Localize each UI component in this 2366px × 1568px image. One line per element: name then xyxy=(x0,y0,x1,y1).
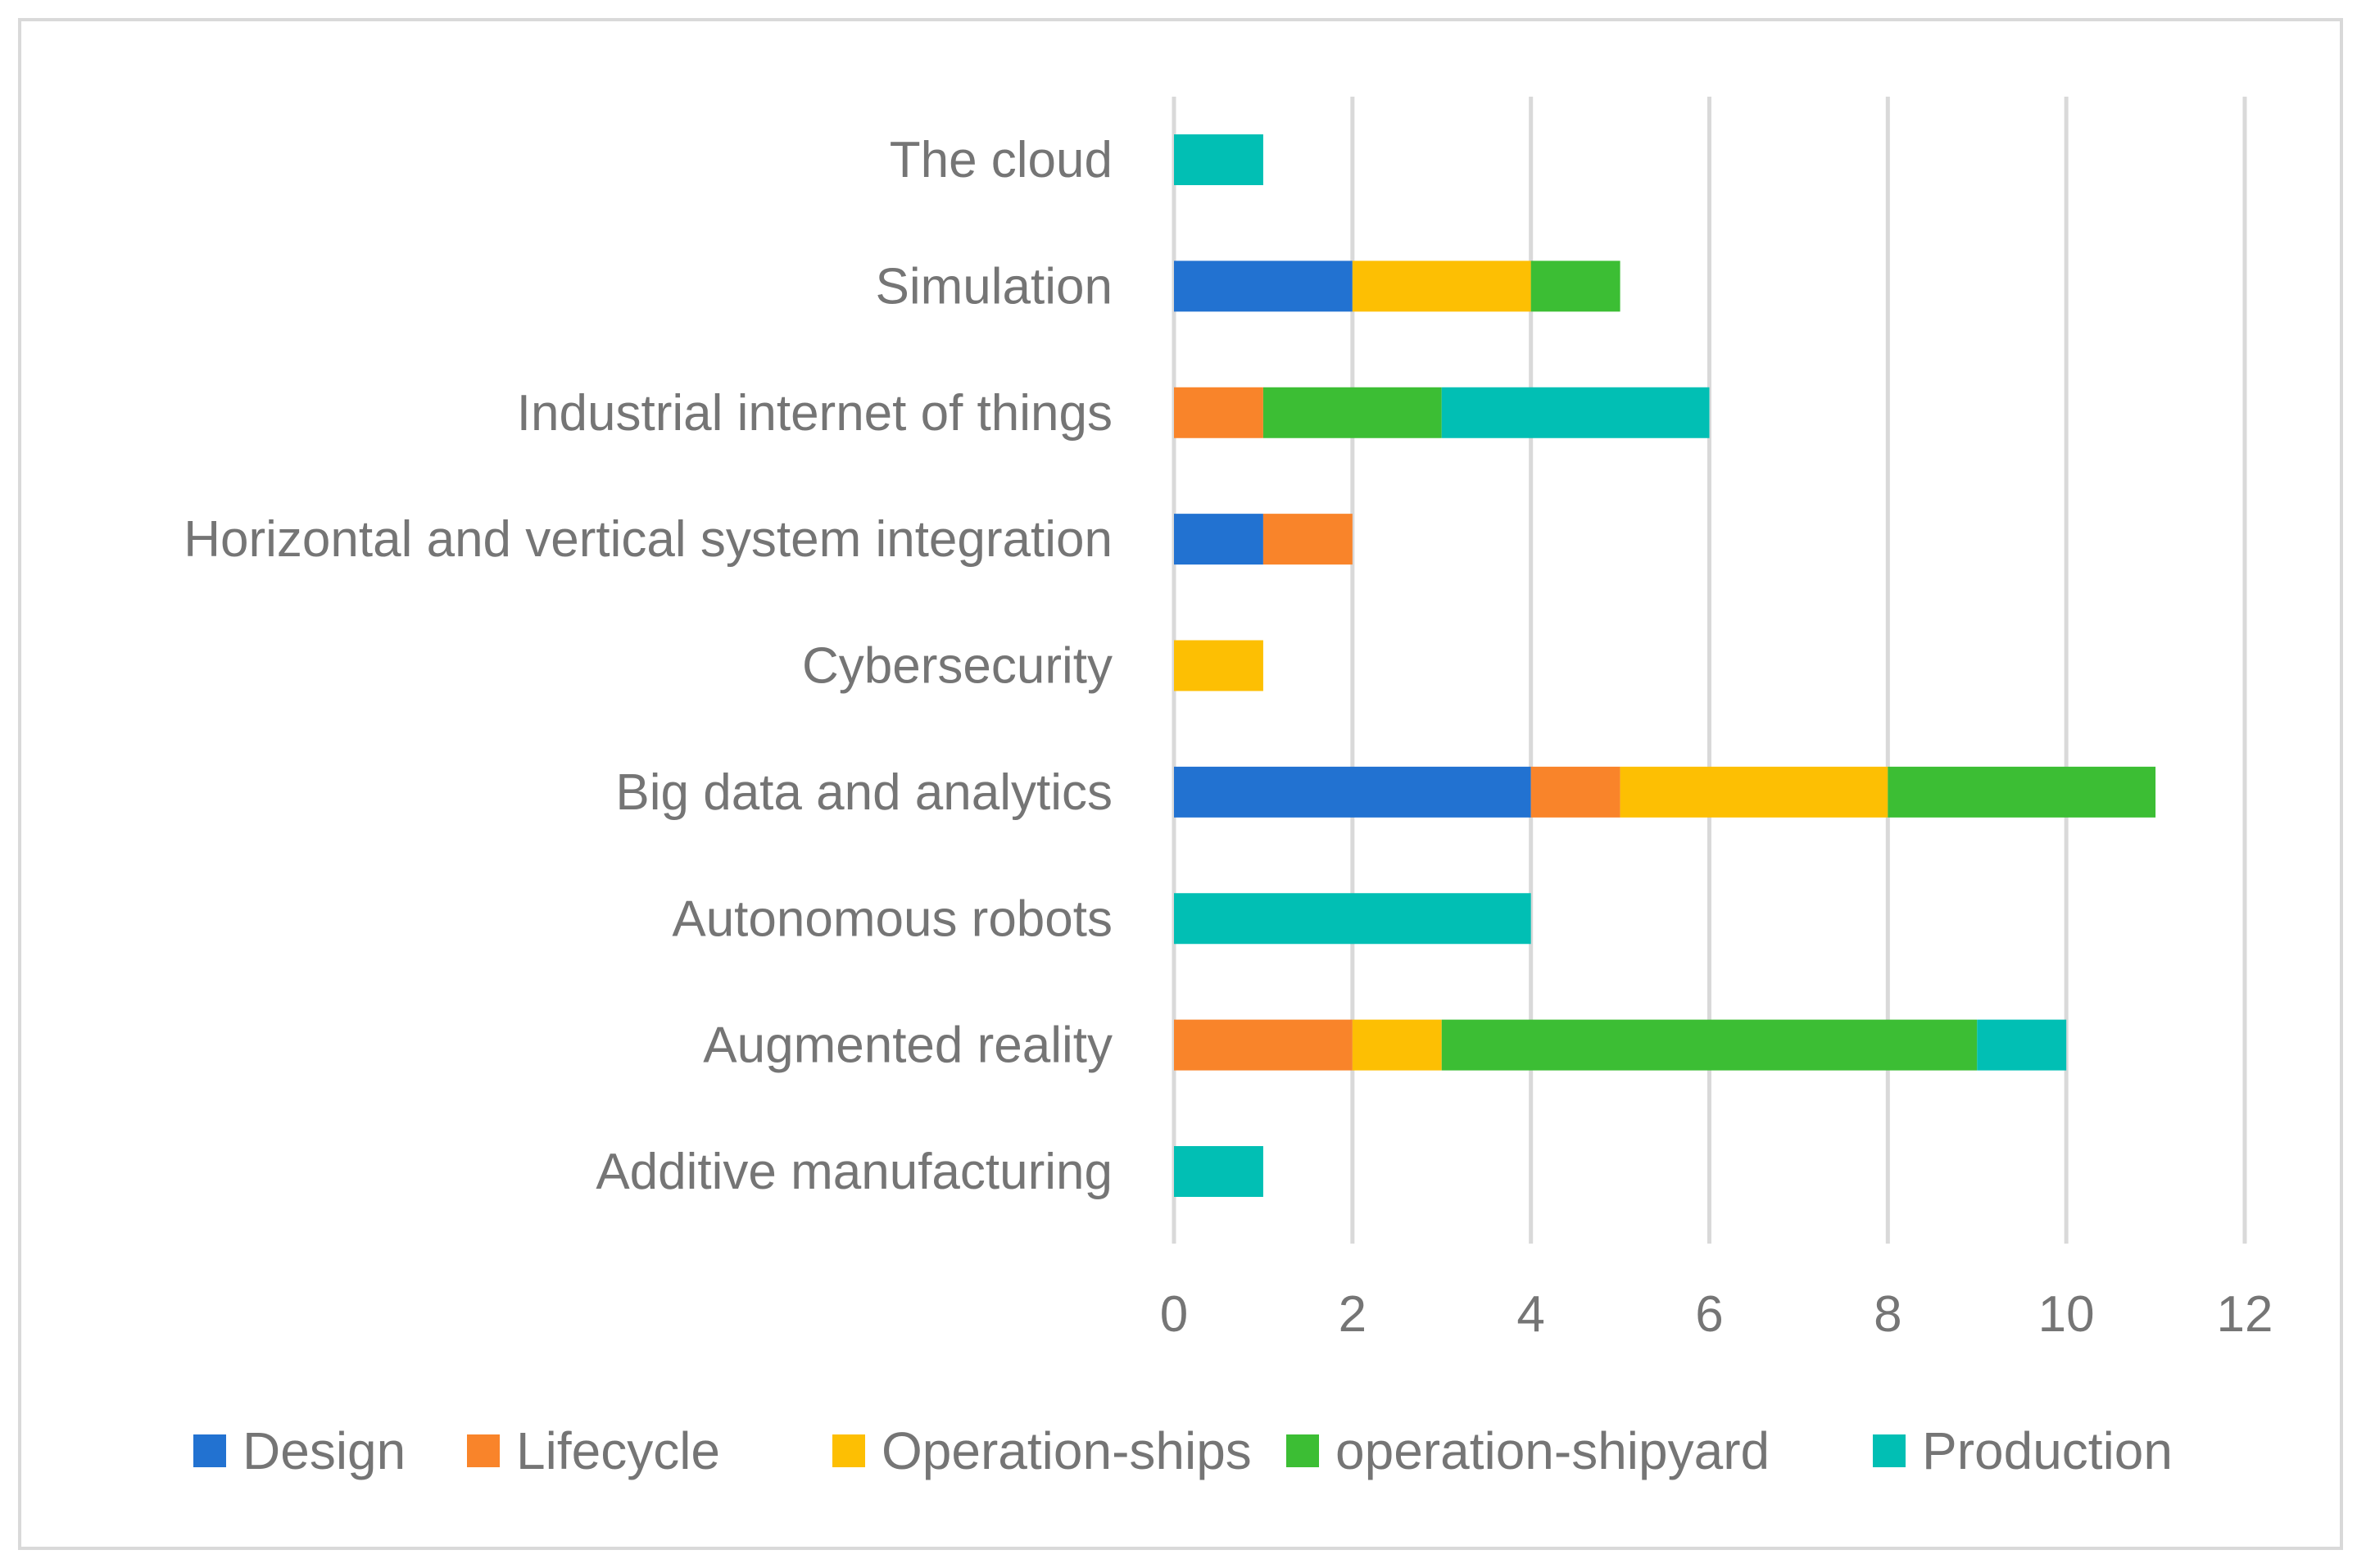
legend-swatch xyxy=(193,1434,226,1467)
legend-label: operation-shipyard xyxy=(1335,1421,1770,1480)
category-label: Simulation xyxy=(876,258,1113,315)
x-tick-label: 4 xyxy=(1516,1286,1544,1343)
bar-segment-lifecycle xyxy=(1174,1019,1353,1071)
category-label: Horizontal and vertical system integrati… xyxy=(184,511,1113,568)
legend-item: operation-shipyard xyxy=(1286,1421,1770,1480)
category-label: Additive manufacturing xyxy=(596,1144,1113,1200)
x-axis-ticks: 0 2 4 6 8 10 12 xyxy=(1160,1286,2273,1343)
bar-segment-operation-shipyard xyxy=(1530,261,1620,312)
category-label: Autonomous robots xyxy=(672,890,1113,947)
bar-segment-production xyxy=(1174,893,1531,945)
category-label: Augmented reality xyxy=(703,1017,1113,1074)
legend-label: Production xyxy=(1922,1421,2173,1480)
bar-segment-operation-shipyard xyxy=(1888,766,2156,818)
category-label: The cloud xyxy=(890,132,1113,188)
legend-item: Design xyxy=(193,1421,406,1480)
legend-item: Operation-ships xyxy=(832,1421,1252,1480)
category-label: Industrial internet of things xyxy=(517,385,1113,442)
legend-swatch xyxy=(1873,1434,1906,1467)
bar-segment-lifecycle xyxy=(1262,514,1353,565)
bar-segment-production xyxy=(1174,1146,1263,1197)
legend: Design Lifecycle Operation-ships operation-… xyxy=(193,1421,2173,1480)
bar-segment-operation-ships xyxy=(1174,640,1263,691)
category-label: Big data and analytics xyxy=(615,764,1113,821)
x-tick-label: 10 xyxy=(2038,1286,2095,1343)
legend-label: Lifecycle xyxy=(516,1421,720,1480)
bar-segment-design xyxy=(1174,514,1263,565)
bar-segment-lifecycle xyxy=(1174,387,1263,438)
x-tick-label: 12 xyxy=(2217,1286,2273,1343)
bar-segment-operation-shipyard xyxy=(1441,1019,1978,1071)
legend-item: Lifecycle xyxy=(467,1421,720,1480)
bar-segment-design xyxy=(1174,261,1353,312)
x-tick-label: 0 xyxy=(1160,1286,1188,1343)
legend-swatch xyxy=(467,1434,500,1467)
legend-label: Design xyxy=(242,1421,406,1480)
x-tick-label: 6 xyxy=(1695,1286,1723,1343)
category-labels: Additive manufacturing Augmented reality A… xyxy=(184,132,1113,1200)
bar-segment-design xyxy=(1174,766,1531,818)
legend-swatch xyxy=(1286,1434,1319,1467)
bar-segment-operation-shipyard xyxy=(1262,387,1442,438)
x-tick-label: 8 xyxy=(1874,1286,1901,1343)
bar-segment-production xyxy=(1174,134,1263,185)
bar-segment-production xyxy=(1977,1019,2067,1071)
bar-segment-lifecycle xyxy=(1530,766,1620,818)
legend-label: Operation-ships xyxy=(882,1421,1252,1480)
legend-item: Production xyxy=(1873,1421,2173,1480)
category-label: Cybersecurity xyxy=(802,638,1113,695)
bar-segment-operation-ships xyxy=(1352,261,1531,312)
legend-swatch xyxy=(832,1434,865,1467)
x-tick-label: 2 xyxy=(1339,1286,1367,1343)
bar-segment-operation-ships xyxy=(1352,1019,1442,1071)
bar-segment-production xyxy=(1441,387,1710,438)
bar-segment-operation-ships xyxy=(1620,766,1888,818)
bars-layer xyxy=(1174,134,2156,1197)
